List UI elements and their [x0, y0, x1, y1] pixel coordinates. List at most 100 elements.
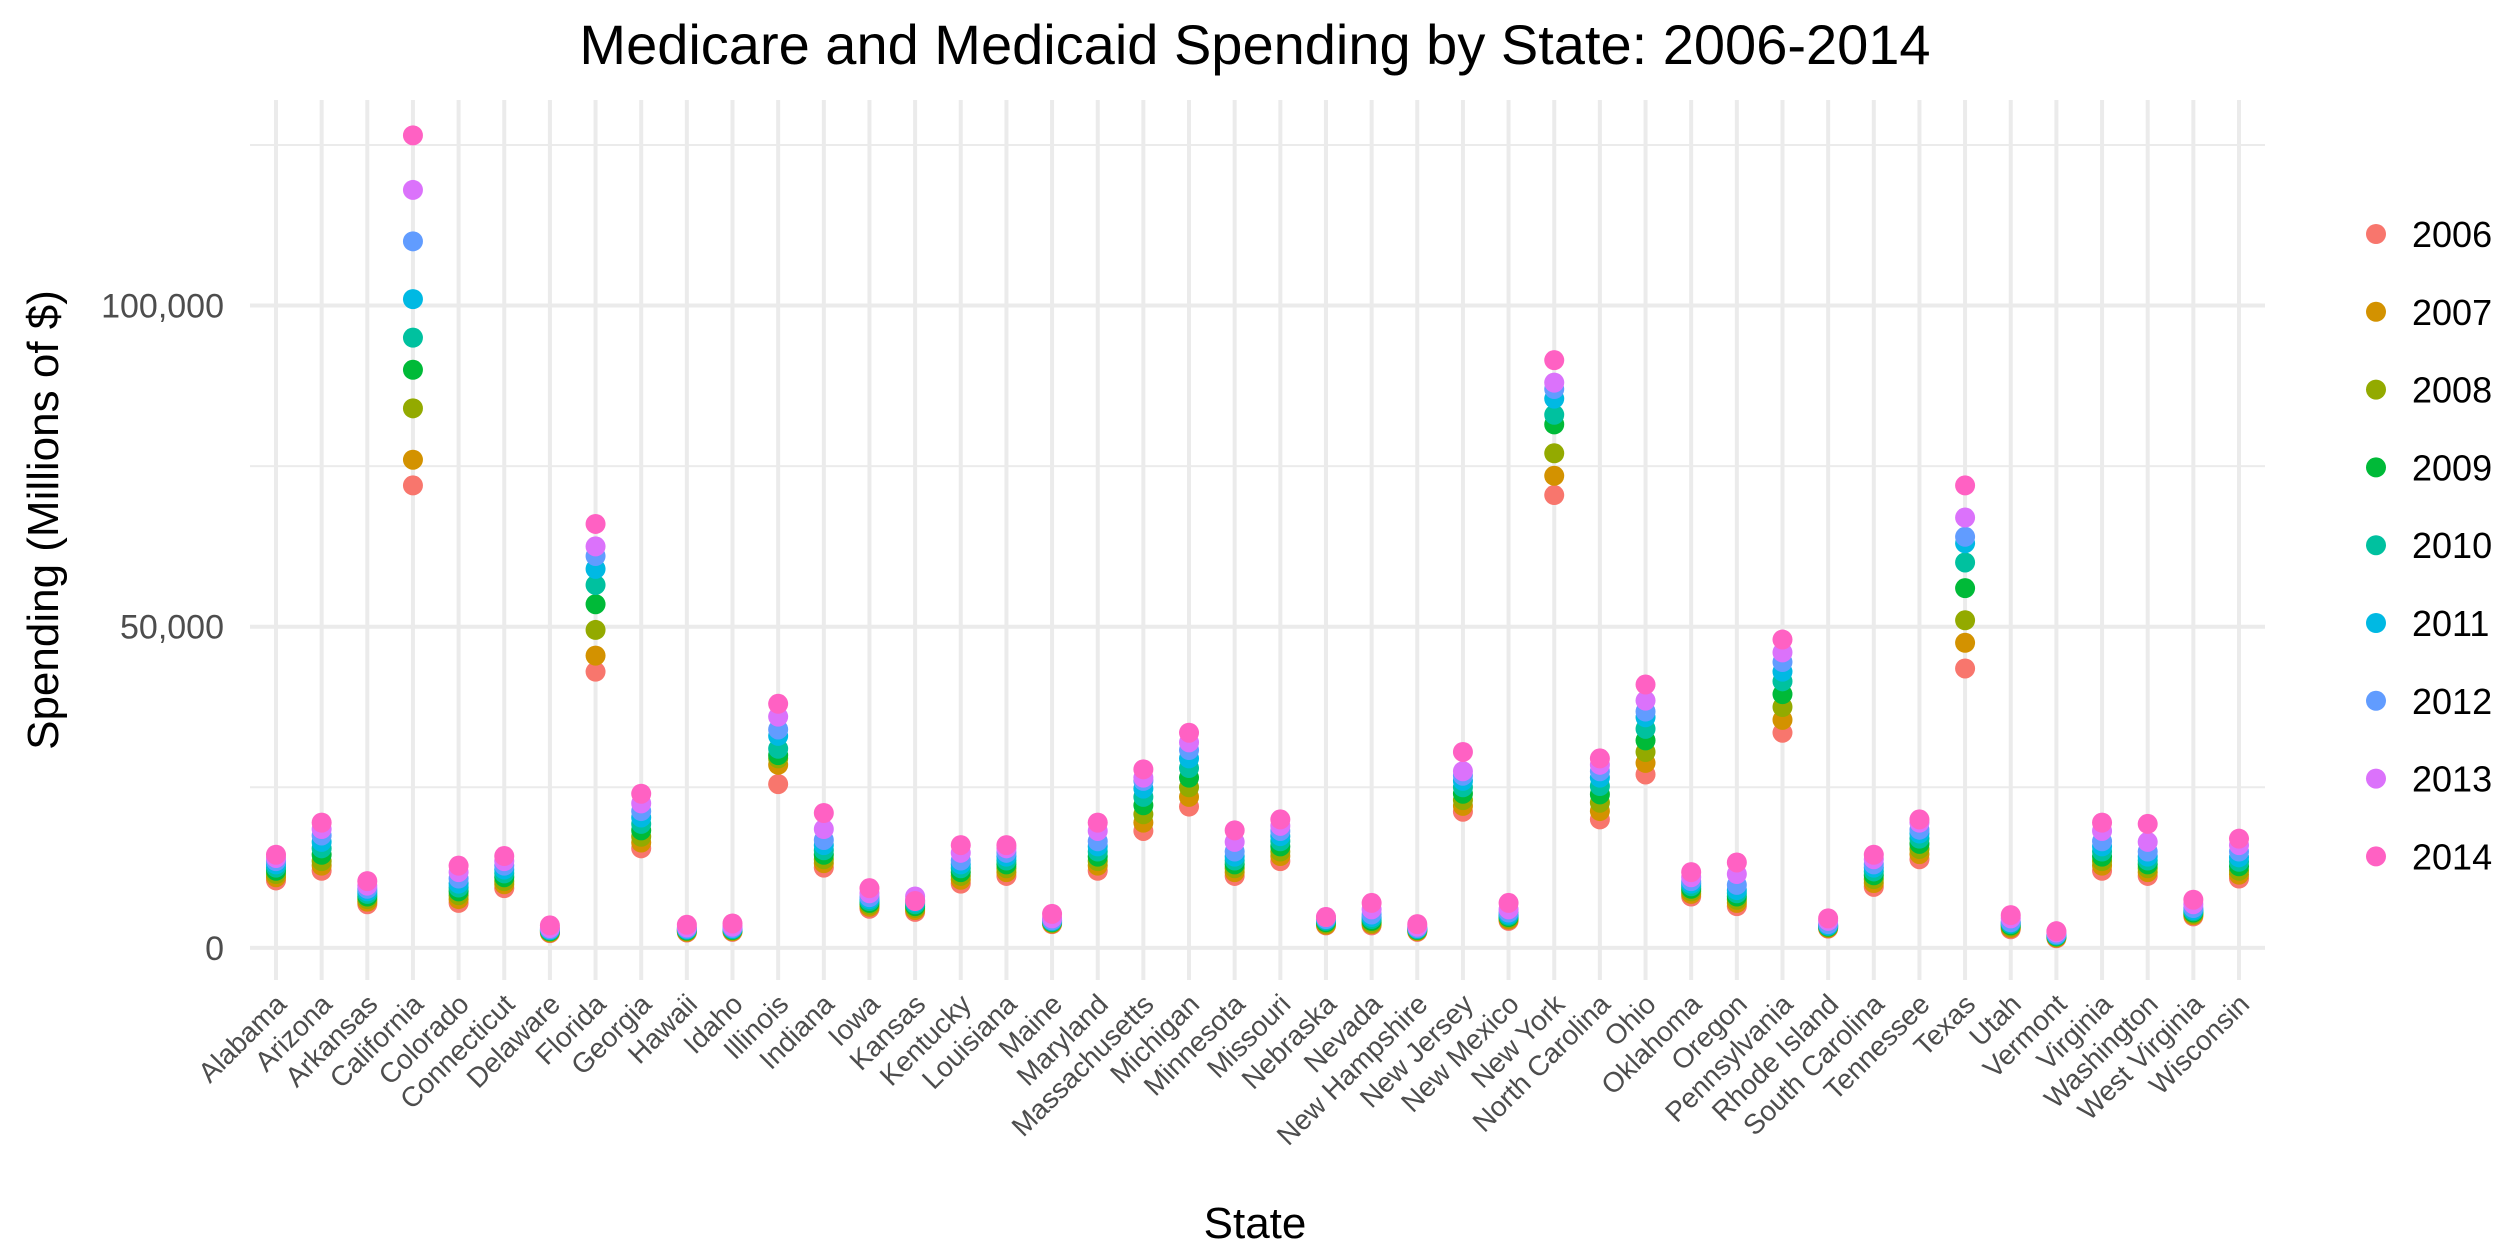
data-point-2010 [585, 574, 606, 595]
data-point-2014 [539, 915, 560, 936]
data-point-2007 [1955, 632, 1976, 653]
x-axis-title: State [1204, 1199, 1307, 1248]
data-point-2013 [585, 536, 606, 557]
data-point-2014 [311, 812, 332, 833]
data-point-2006 [1544, 485, 1565, 506]
data-point-2014 [2137, 813, 2158, 834]
data-point-2014 [1315, 907, 1336, 928]
legend-label-2012: 2012 [2412, 681, 2492, 722]
data-point-2014 [1407, 914, 1428, 935]
data-point-2014 [1544, 350, 1565, 371]
data-point-2013 [1955, 507, 1976, 528]
legend-key-2012 [2366, 690, 2386, 711]
data-point-2014 [631, 783, 652, 804]
data-point-2006 [585, 661, 606, 682]
data-point-2014 [1270, 809, 1291, 830]
legend-label-2013: 2013 [2412, 759, 2492, 800]
data-point-2008 [585, 619, 606, 640]
legend-key-2011 [2366, 613, 2386, 633]
data-point-2014 [1224, 820, 1245, 841]
chart-title: Medicare and Medicaid Spending by State:… [579, 13, 1930, 76]
data-point-2013 [1544, 372, 1565, 393]
legend-label-2008: 2008 [2412, 370, 2492, 411]
legend-label-2006: 2006 [2412, 214, 2492, 255]
data-point-2014 [266, 844, 286, 865]
data-point-2014 [1955, 475, 1976, 496]
legend-label-2007: 2007 [2412, 292, 2492, 333]
legend-key-2008 [2366, 379, 2386, 400]
legend-label-2014: 2014 [2412, 836, 2492, 877]
data-point-2014 [402, 125, 423, 146]
data-point-2014 [859, 878, 880, 899]
data-point-2013 [1452, 761, 1473, 782]
data-point-2014 [1772, 629, 1793, 650]
data-point-2013 [813, 819, 834, 840]
legend-key-2013 [2366, 768, 2386, 789]
data-point-2014 [1361, 892, 1382, 913]
data-point-2008 [1544, 443, 1565, 464]
data-point-2014 [357, 871, 378, 892]
data-point-2008 [1955, 610, 1976, 631]
legend-key-2014 [2366, 846, 2386, 867]
data-point-2006 [1955, 658, 1976, 679]
data-point-2014 [1635, 674, 1656, 695]
data-point-2014 [1726, 852, 1747, 873]
legend-key-2010 [2366, 535, 2386, 556]
data-point-2014 [813, 802, 834, 823]
data-point-2011 [402, 289, 423, 310]
data-point-2014 [448, 855, 469, 876]
x-axis-ticks: AlabamaArizonaArkansasCaliforniaColorado… [192, 988, 2255, 1151]
data-point-2010 [1955, 552, 1976, 573]
data-point-2014 [676, 914, 697, 935]
data-point-2009 [1955, 578, 1976, 599]
data-point-2010 [1544, 404, 1565, 425]
data-point-2014 [1087, 812, 1108, 833]
data-point-2012 [1955, 526, 1976, 547]
data-point-2007 [402, 449, 423, 470]
legend: 2006 2007 2008 2009 2010 2011 2012 2013 2014 [2366, 214, 2492, 877]
data-point-2009 [402, 359, 423, 380]
data-point-2007 [585, 645, 606, 666]
legend-key-2009 [2366, 457, 2386, 478]
legend-label-2009: 2009 [2412, 447, 2492, 488]
data-point-2014 [1179, 722, 1200, 743]
data-point-2014 [722, 913, 743, 934]
data-point-2008 [402, 398, 423, 419]
data-point-2014 [1909, 809, 1930, 830]
data-point-2012 [402, 231, 423, 252]
data-point-2014 [1452, 741, 1473, 762]
data-point-2014 [1681, 862, 1702, 883]
data-point-2009 [585, 594, 606, 615]
data-point-2006 [768, 774, 789, 795]
data-point-2014 [2000, 905, 2021, 926]
data-point-2014 [2092, 812, 2113, 833]
data-point-2013 [2137, 831, 2158, 852]
data-point-2014 [2229, 828, 2249, 849]
data-point-2014 [1589, 748, 1610, 769]
data-point-2013 [1635, 690, 1656, 711]
data-point-2014 [2183, 889, 2204, 910]
data-points [266, 125, 2249, 949]
data-point-2014 [1498, 892, 1519, 913]
y-tick-label: 0 [205, 930, 224, 968]
data-point-2006 [402, 475, 423, 496]
legend-key-2006 [2366, 224, 2386, 244]
data-point-2014 [2046, 921, 2067, 942]
data-point-2014 [1863, 844, 1884, 865]
data-point-2007 [1544, 465, 1565, 486]
data-point-2014 [585, 513, 606, 534]
y-axis-ticks: 0 50,000 100,000 [101, 288, 224, 968]
data-point-2014 [768, 693, 789, 714]
legend-label-2011: 2011 [2412, 603, 2489, 644]
data-point-2014 [1818, 908, 1839, 929]
legend-label-2010: 2010 [2412, 525, 2492, 566]
data-point-2014 [1133, 759, 1154, 780]
data-point-2014 [996, 835, 1017, 856]
y-tick-label: 100,000 [101, 288, 224, 326]
y-tick-label: 50,000 [120, 609, 224, 647]
data-point-2014 [950, 835, 971, 856]
data-point-2013 [402, 179, 423, 200]
data-point-2010 [402, 327, 423, 348]
data-point-2014 [905, 890, 926, 911]
